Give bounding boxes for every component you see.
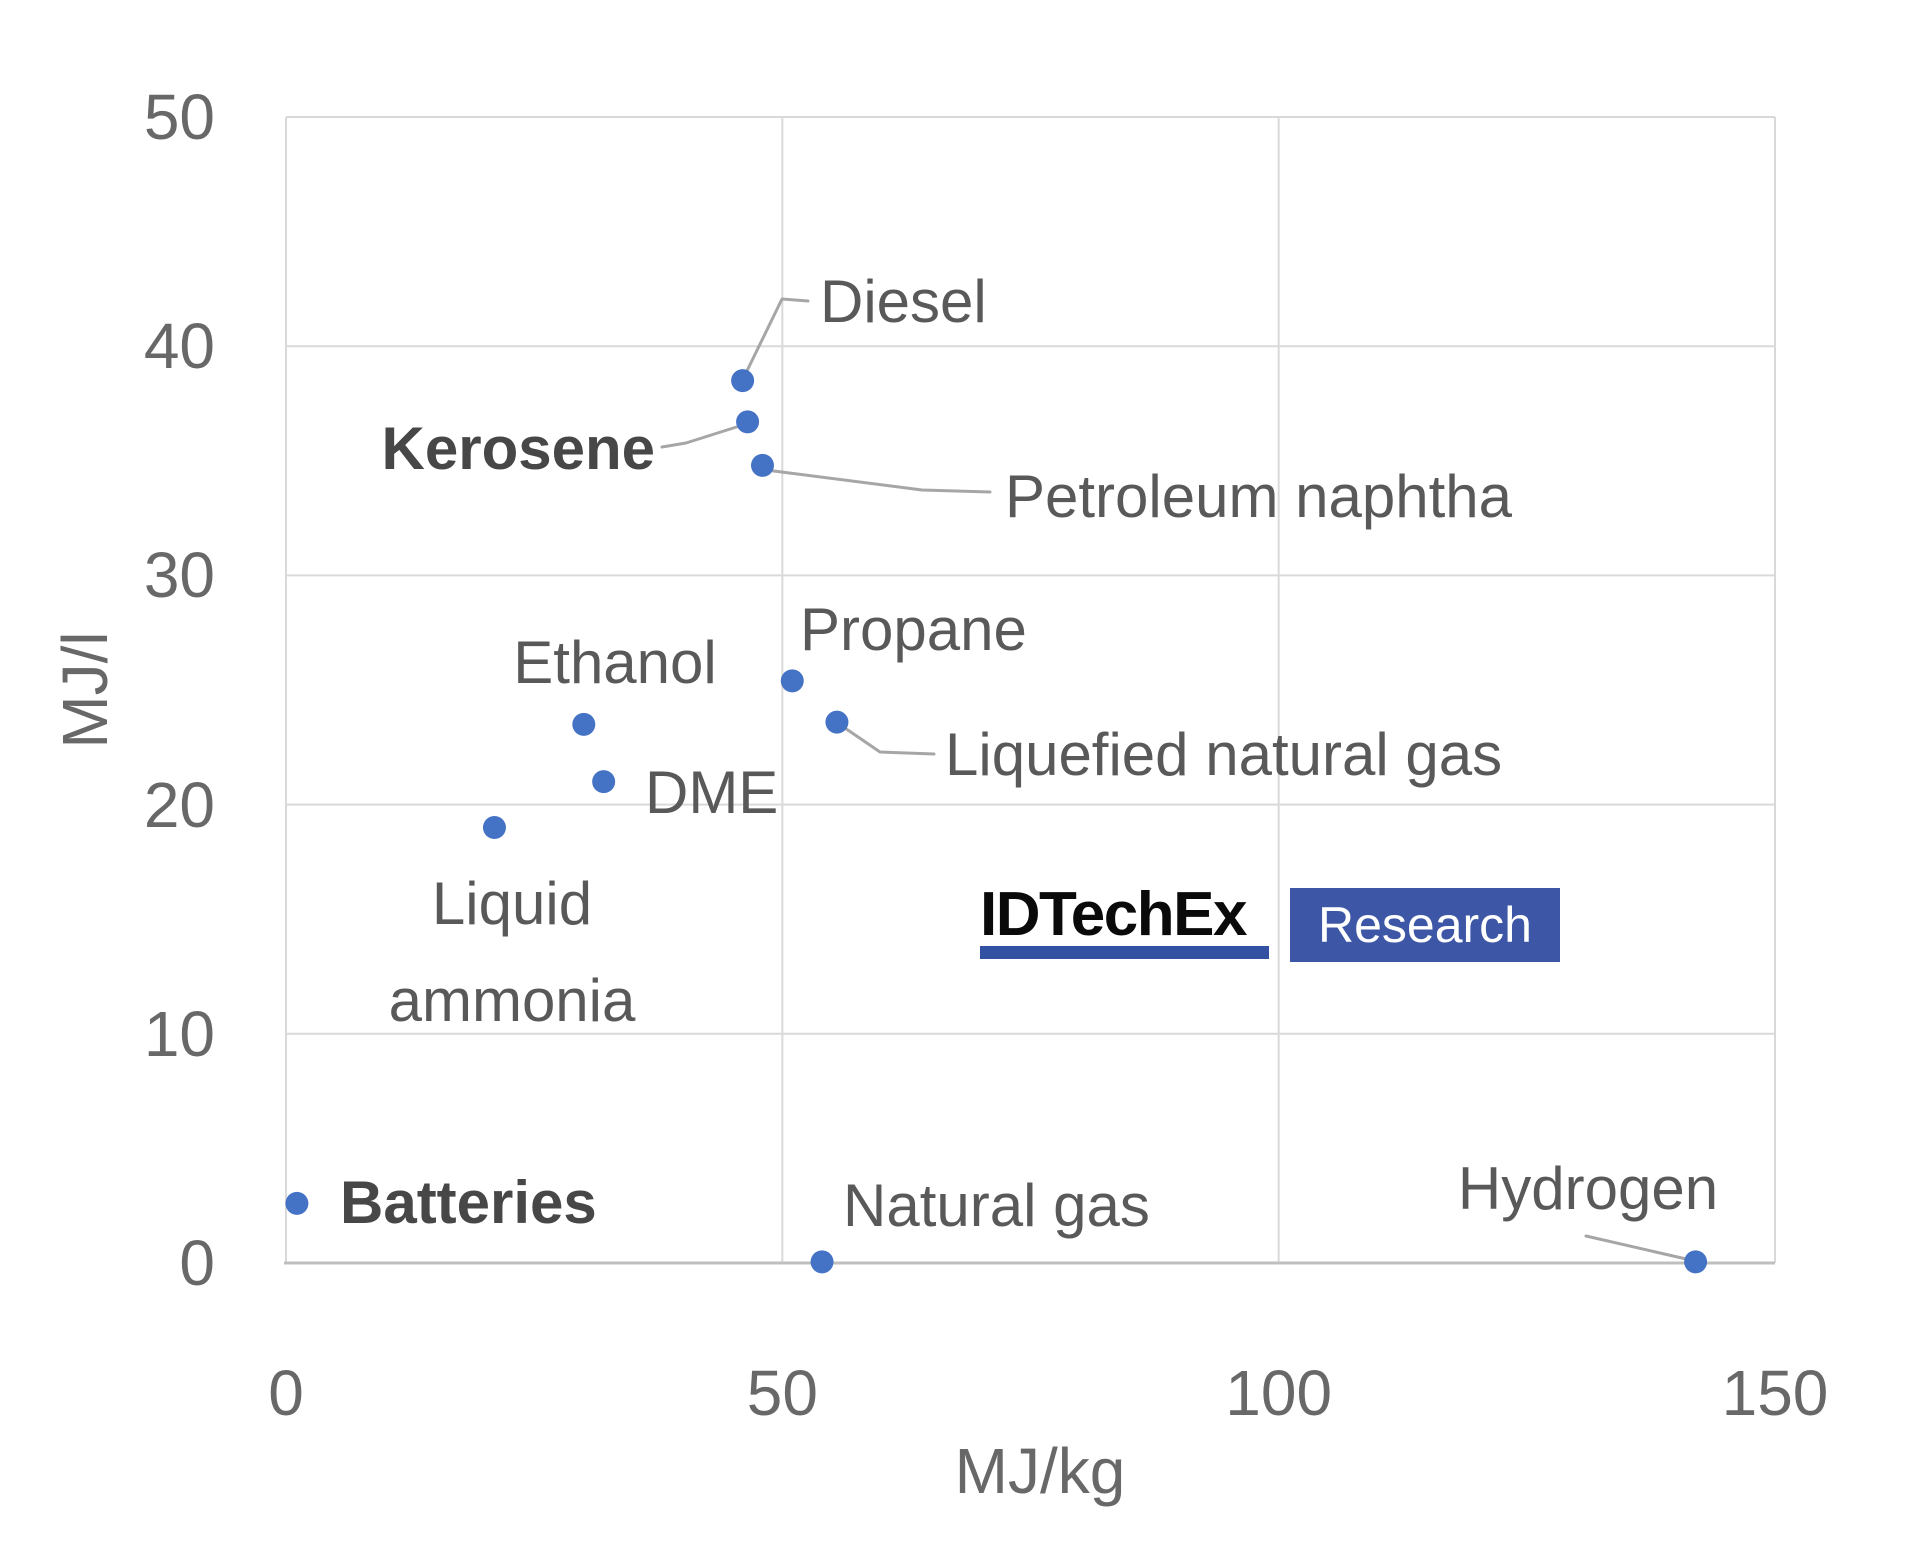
y-tick-50: 50 <box>143 81 215 153</box>
x-tick-100: 100 <box>1225 1357 1333 1429</box>
label-kerosene: Kerosene <box>381 415 655 482</box>
data-point-kerosene <box>736 410 760 434</box>
data-point-ethanol <box>572 712 596 736</box>
data-point-propane <box>780 669 804 693</box>
data-point-natural-gas <box>810 1250 834 1274</box>
idtechex-logo-brand-text: IDTechEx <box>980 880 1247 949</box>
label-diesel: Diesel <box>820 268 987 335</box>
leader-line-petroleum-naphtha <box>764 468 992 494</box>
idtechex-logo-underline <box>980 946 1269 959</box>
leader-line-kerosene <box>660 422 748 449</box>
label-hydrogen: Hydrogen <box>1457 1155 1719 1222</box>
x-axis-title: MJ/kg <box>954 1435 1126 1507</box>
data-point-batteries <box>285 1191 309 1215</box>
label-dme: DME <box>645 759 779 826</box>
data-point-petroleum-naphtha <box>750 453 774 477</box>
y-tick-40: 40 <box>143 310 215 383</box>
x-tick-0: 0 <box>268 1357 304 1429</box>
data-point-diesel <box>731 369 755 393</box>
leader-line-diesel <box>742 297 810 379</box>
label-petroleum-naphtha: Petroleum naphtha <box>1005 463 1513 530</box>
idtechex-logo-research-box: Research <box>1290 888 1560 962</box>
label-liquid-ammonia: Liquid ammonia <box>388 870 636 1034</box>
label-natural-gas: Natural gas <box>843 1172 1150 1239</box>
idtechex-logo-research-text: Research <box>1318 897 1532 953</box>
label-liquefied-natural-gas: Liquefied natural gas <box>945 721 1503 788</box>
x-tick-150: 150 <box>1721 1357 1829 1429</box>
label-ethanol: Ethanol <box>513 629 717 696</box>
y-tick-10: 10 <box>143 997 215 1070</box>
data-point-hydrogen <box>1684 1250 1708 1274</box>
data-point-liquid-ammonia <box>482 816 506 840</box>
y-tick-30: 30 <box>143 539 215 612</box>
label-propane: Propane <box>800 596 1027 663</box>
y-tick-20: 20 <box>143 768 215 841</box>
data-point-dme <box>592 770 616 794</box>
y-axis-title: MJ/l <box>49 631 121 749</box>
leader-line-hydrogen <box>1584 1234 1697 1263</box>
y-tick-0: 0 <box>179 1227 215 1299</box>
data-point-liquefied-natural-gas <box>825 710 849 734</box>
label-batteries: Batteries <box>340 1169 597 1236</box>
x-tick-50: 50 <box>746 1357 818 1429</box>
leader-line-liquefied-natural-gas <box>840 724 936 756</box>
